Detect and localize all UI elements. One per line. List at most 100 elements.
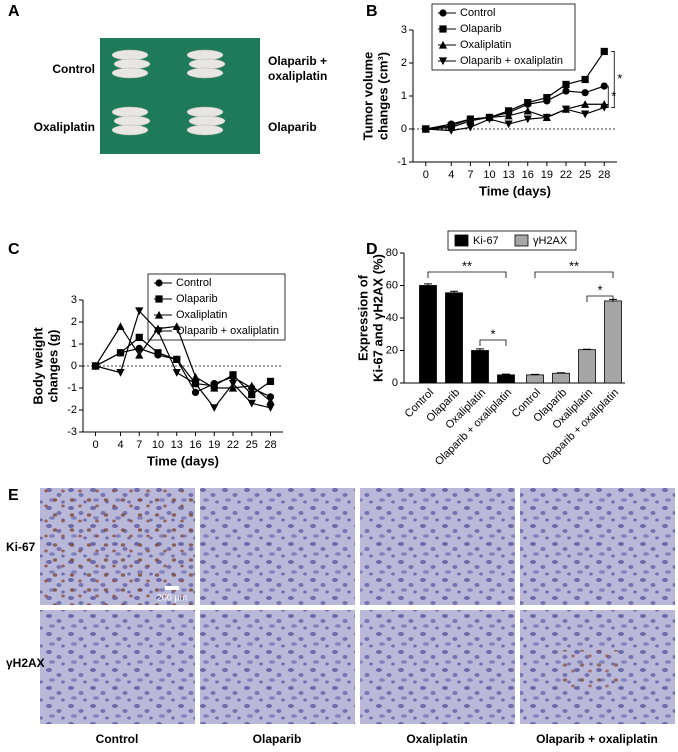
column-label: Oxaliplatin bbox=[406, 732, 467, 746]
marker bbox=[582, 76, 589, 83]
column-label: Olaparib + oxaliplatin bbox=[536, 732, 658, 746]
legend-label: Control bbox=[176, 277, 211, 289]
marker bbox=[601, 48, 608, 55]
marker bbox=[136, 334, 143, 341]
marker bbox=[229, 371, 236, 378]
x-tick-label: 4 bbox=[117, 439, 123, 451]
marker bbox=[191, 373, 199, 381]
micrograph bbox=[200, 610, 355, 724]
marker bbox=[505, 120, 513, 128]
x-axis-label: Time (days) bbox=[147, 453, 219, 468]
row-label: γH2AX bbox=[6, 656, 45, 670]
y-axis-label: Tumor volume bbox=[360, 52, 375, 141]
y-axis-label: Expression of bbox=[355, 274, 370, 361]
x-tick-label: 25 bbox=[246, 439, 258, 451]
marker bbox=[116, 369, 124, 377]
legend-label: Oxaliplatin bbox=[460, 39, 511, 51]
marker bbox=[135, 351, 143, 359]
marker bbox=[192, 389, 199, 396]
y-axis-label: Body weight bbox=[30, 327, 45, 405]
x-tick-label: 19 bbox=[208, 439, 220, 451]
x-tick-label: 25 bbox=[579, 169, 591, 181]
photo-label: Control bbox=[52, 62, 95, 76]
marker bbox=[524, 107, 532, 115]
marker bbox=[173, 369, 181, 377]
marker bbox=[439, 25, 446, 32]
significance-label: * bbox=[597, 282, 602, 297]
marker bbox=[155, 295, 162, 302]
micrograph-grid bbox=[40, 488, 675, 724]
x-tick-label: 16 bbox=[522, 169, 534, 181]
y-tick-label: 1 bbox=[71, 338, 77, 350]
marker bbox=[562, 87, 569, 94]
y-axis-label: changes (cm³) bbox=[375, 52, 390, 140]
y-tick-label: 3 bbox=[71, 294, 77, 306]
marker bbox=[543, 94, 550, 101]
x-tick-label: 19 bbox=[541, 169, 553, 181]
marker bbox=[562, 81, 569, 88]
x-tick-label: 22 bbox=[227, 439, 239, 451]
photo-label: oxaliplatin bbox=[268, 69, 327, 83]
marker bbox=[173, 356, 180, 363]
y-tick-label: 2 bbox=[71, 316, 77, 328]
micrograph bbox=[520, 488, 675, 605]
y-tick-label: 0 bbox=[401, 123, 407, 135]
x-tick-label: 7 bbox=[136, 439, 142, 451]
marker bbox=[267, 378, 274, 385]
bar bbox=[446, 293, 463, 383]
bar bbox=[553, 373, 570, 383]
significance-label: ** bbox=[569, 258, 579, 273]
panel-letter: C bbox=[8, 241, 20, 258]
marker bbox=[155, 279, 162, 286]
significance-label: * bbox=[617, 71, 622, 86]
legend-label: Olaparib + oxaliplatin bbox=[460, 55, 563, 67]
marker bbox=[439, 9, 446, 16]
marker bbox=[582, 89, 589, 96]
micrograph bbox=[360, 488, 515, 605]
micrograph bbox=[360, 610, 515, 724]
marker bbox=[581, 111, 589, 119]
y-tick-label: 40 bbox=[386, 312, 398, 324]
marker bbox=[266, 404, 274, 412]
scale-bar-label: 200 μm bbox=[157, 592, 187, 602]
scale-bar bbox=[165, 586, 179, 590]
series-line bbox=[96, 326, 271, 401]
x-tick-label: 4 bbox=[448, 169, 454, 181]
y-tick-label: 2 bbox=[401, 57, 407, 69]
panel-letter: E bbox=[8, 487, 19, 504]
y-tick-label: 1 bbox=[401, 90, 407, 102]
y-tick-label: -2 bbox=[67, 404, 77, 416]
micrograph bbox=[40, 610, 195, 724]
marker bbox=[154, 349, 161, 356]
column-label: Control bbox=[96, 732, 139, 746]
x-axis-label: Time (days) bbox=[479, 183, 551, 198]
column-label: Olaparib bbox=[253, 732, 302, 746]
x-tick-label: 10 bbox=[152, 439, 164, 451]
significance-label: * bbox=[611, 88, 616, 103]
legend-label: Olaparib bbox=[460, 23, 502, 35]
bar bbox=[579, 350, 596, 383]
legend-label: Olaparib + oxaliplatin bbox=[176, 325, 279, 337]
legend-label: Olaparib bbox=[176, 293, 218, 305]
y-tick-label: -3 bbox=[67, 426, 77, 438]
y-tick-label: 0 bbox=[71, 360, 77, 372]
x-tick-label: 0 bbox=[423, 169, 429, 181]
significance-label: ** bbox=[462, 258, 472, 273]
y-tick-label: -1 bbox=[67, 382, 77, 394]
y-axis-label: changes (g) bbox=[45, 330, 60, 403]
legend-swatch bbox=[515, 235, 528, 246]
x-tick-label: 22 bbox=[560, 169, 572, 181]
legend-swatch bbox=[455, 235, 468, 246]
legend-label: Oxaliplatin bbox=[176, 309, 227, 321]
x-tick-label: 16 bbox=[189, 439, 201, 451]
y-tick-label: 60 bbox=[386, 279, 398, 291]
y-tick-label: 20 bbox=[386, 344, 398, 356]
significance-label: * bbox=[490, 326, 495, 341]
bar bbox=[472, 351, 489, 384]
legend-label: Control bbox=[460, 7, 495, 19]
marker bbox=[117, 349, 124, 356]
photo-label: Olaparib bbox=[268, 120, 317, 134]
bar bbox=[527, 375, 544, 383]
photo-label: Oxaliplatin bbox=[34, 120, 95, 134]
